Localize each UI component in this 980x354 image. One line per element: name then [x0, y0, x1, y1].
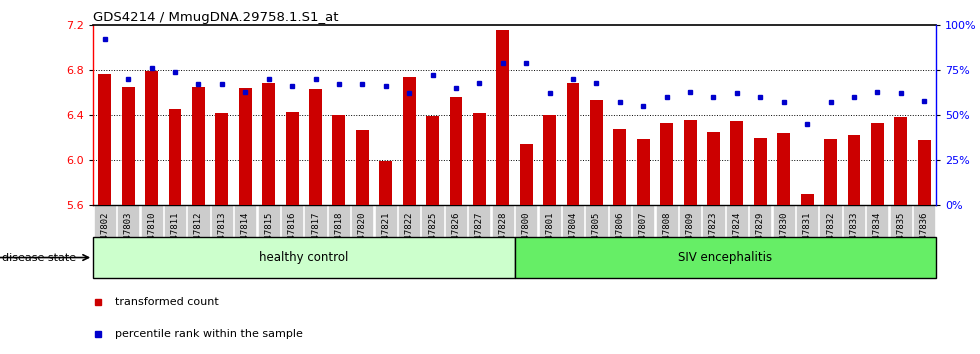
- Bar: [122, 87, 134, 205]
- Bar: [379, 161, 392, 205]
- Text: disease state: disease state: [2, 252, 76, 263]
- Bar: [684, 120, 697, 205]
- Bar: [285, 112, 299, 205]
- Bar: [145, 71, 158, 205]
- Bar: [824, 139, 837, 205]
- Text: GDS4214 / MmugDNA.29758.1.S1_at: GDS4214 / MmugDNA.29758.1.S1_at: [93, 11, 339, 24]
- Bar: [356, 130, 368, 205]
- Bar: [613, 129, 626, 205]
- Bar: [216, 113, 228, 205]
- Bar: [514, 237, 936, 278]
- Bar: [730, 121, 744, 205]
- Bar: [707, 132, 720, 205]
- Text: healthy control: healthy control: [259, 251, 349, 264]
- Bar: [661, 123, 673, 205]
- Bar: [566, 84, 579, 205]
- Bar: [192, 87, 205, 205]
- Bar: [450, 97, 463, 205]
- Bar: [519, 144, 533, 205]
- Bar: [848, 135, 860, 205]
- Text: SIV encephalitis: SIV encephalitis: [678, 251, 772, 264]
- Bar: [473, 113, 486, 205]
- Bar: [754, 138, 766, 205]
- Bar: [637, 139, 650, 205]
- Bar: [403, 77, 416, 205]
- Bar: [895, 117, 907, 205]
- Bar: [309, 89, 322, 205]
- Bar: [801, 194, 813, 205]
- Bar: [590, 101, 603, 205]
- Bar: [169, 109, 181, 205]
- Bar: [871, 123, 884, 205]
- Bar: [496, 30, 510, 205]
- Bar: [263, 84, 275, 205]
- Bar: [543, 115, 556, 205]
- Bar: [917, 140, 931, 205]
- Text: transformed count: transformed count: [116, 297, 219, 307]
- Bar: [777, 133, 790, 205]
- Bar: [426, 116, 439, 205]
- Bar: [239, 88, 252, 205]
- Bar: [98, 74, 112, 205]
- Bar: [332, 115, 345, 205]
- Bar: [93, 237, 514, 278]
- Text: percentile rank within the sample: percentile rank within the sample: [116, 329, 303, 339]
